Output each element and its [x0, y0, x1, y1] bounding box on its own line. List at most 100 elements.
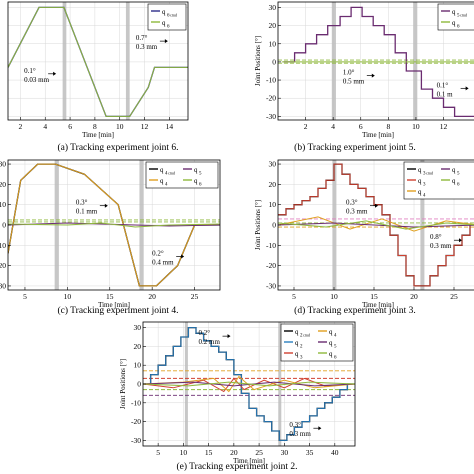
plot-inner: [278, 2, 474, 120]
annotation-1: 0.2°0.4 mm: [152, 249, 185, 266]
plot-frame: [7, 1, 189, 121]
x-tick-label: 20: [410, 292, 418, 301]
legend-sub: 5: [457, 172, 460, 177]
legend-sub: 4: [165, 183, 168, 188]
chart-caption: (a) Tracking experiment joint 6.: [57, 142, 178, 153]
y-tick-label: -20: [266, 261, 276, 270]
annotation-1: 0.1°0.1 m: [437, 81, 469, 98]
annotation-text: 0.1°: [437, 81, 449, 89]
plot-inner: [278, 160, 474, 290]
y-tick-label: -30: [0, 281, 6, 290]
x-tick-label: 25: [191, 292, 199, 301]
legend-label: q: [162, 8, 166, 16]
legend-label: q: [162, 19, 166, 27]
annotation-arrowhead: [318, 426, 322, 431]
legend-sub: 6: [334, 356, 337, 361]
legend-box: [437, 3, 474, 31]
x-axis-label: Time [min]: [233, 457, 265, 465]
y-tick-label: 0: [2, 221, 6, 230]
annotation-text: 0.3 mm: [346, 208, 368, 216]
legend-box: [147, 3, 187, 31]
y-tick-label: 30: [134, 323, 142, 332]
plot-inner: [8, 2, 188, 120]
legend-label: q: [329, 350, 333, 358]
y-tick-label: -10: [266, 76, 276, 85]
y-tick-label: 20: [269, 180, 277, 189]
y-tick-label: 0: [137, 380, 141, 389]
chart-caption: (d) Tracking experiment joint 3.: [294, 305, 416, 316]
annotation-0: 0.3°0.3 mm: [346, 199, 378, 216]
annotation-1: 0.3°0.3 mm: [289, 421, 322, 438]
series-line-q_6: [278, 220, 474, 230]
legend-label: q: [194, 177, 198, 185]
legend-sub2: cmd: [426, 171, 433, 176]
y-tick-label: 10: [269, 39, 277, 48]
x-tick-label: 30: [281, 448, 289, 457]
series-line-q_6: [8, 6, 188, 117]
shaded-band-1: [413, 2, 418, 120]
legend-label: q: [295, 350, 299, 358]
annotation-arrowhead: [375, 203, 378, 208]
y-tick-label: 30: [0, 160, 6, 169]
annotation-arrowhead: [371, 73, 375, 78]
y-tick-label: -30: [266, 281, 276, 290]
legend-sub: 6: [457, 183, 460, 188]
y-tick-label: 30: [269, 160, 277, 169]
legend-label: q: [160, 177, 164, 185]
legend-label: q: [160, 166, 164, 174]
legend-sub: 4: [165, 172, 168, 177]
legend-label: q: [452, 166, 456, 174]
x-tick-label: 40: [331, 448, 339, 457]
shaded-band-0: [62, 2, 67, 120]
x-tick-label: 10: [116, 122, 124, 131]
x-tick-label: 6: [359, 122, 363, 131]
series-line-q_5_cmd: [283, 6, 474, 118]
x-tick-label: 15: [106, 292, 114, 301]
y-tick-label: 20: [134, 342, 142, 351]
annotation-text: 0.2°: [199, 329, 211, 337]
annotation-text: 0.1 m: [437, 90, 454, 98]
annotation-arrowhead: [53, 71, 57, 76]
x-tick-label: 15: [205, 448, 213, 457]
x-tick-label: 10: [180, 448, 188, 457]
x-tick-label: 6: [68, 122, 72, 131]
chart-panel-1: 2 4 6 8 10 12 30 20 10 0 -10 -20 -30 Time [min] Joint …: [254, 1, 474, 153]
series-line-q_6: [8, 222, 220, 228]
annotation-text: 0.3°: [76, 199, 88, 207]
y-tick-label: 10: [269, 200, 277, 209]
x-tick-label: 8: [386, 122, 390, 131]
y-tick-label: 0: [272, 221, 276, 230]
legend-sub: 5: [199, 172, 202, 177]
annotation-text: 0.4 mm: [152, 258, 174, 266]
shaded-band-0: [331, 2, 336, 120]
legend-sub2: cmd: [460, 13, 467, 18]
legend-sub: 4: [334, 334, 337, 339]
series-line-q_3: [278, 163, 474, 287]
annotation-arrowhead: [181, 254, 185, 259]
y-tick-label: -10: [266, 241, 276, 250]
annotation-text: 0.2°: [152, 249, 164, 257]
x-tick-label: 2: [304, 122, 308, 131]
legend-label: q: [329, 328, 333, 336]
annotation-text: 0.3°: [289, 421, 301, 429]
series-line-q_4: [278, 216, 474, 232]
legend-sub: 6: [167, 25, 170, 30]
legend: q 3 cmd q 5q 3 q 6q 4: [403, 161, 474, 200]
annotation-text: 1.0°: [343, 69, 355, 77]
x-tick-label: 10: [412, 122, 420, 131]
annotation-0: 0.2°0.2 mm: [199, 329, 231, 346]
x-tick-label: 4: [331, 122, 335, 131]
x-tick-label: 12: [141, 122, 149, 131]
shaded-band-1: [278, 322, 282, 446]
annotation-text: 0.03 mm: [24, 76, 49, 84]
legend-label: q: [295, 328, 299, 336]
legend-sub: 6: [167, 14, 170, 19]
annotation-text: 0.1°: [24, 67, 36, 75]
shaded-band-1: [125, 2, 130, 120]
annotation-text: 0.7°: [136, 34, 148, 42]
y-tick-label: 0: [272, 57, 276, 66]
series-line-q_2: [143, 327, 355, 441]
y-tick-label: -30: [131, 436, 141, 445]
